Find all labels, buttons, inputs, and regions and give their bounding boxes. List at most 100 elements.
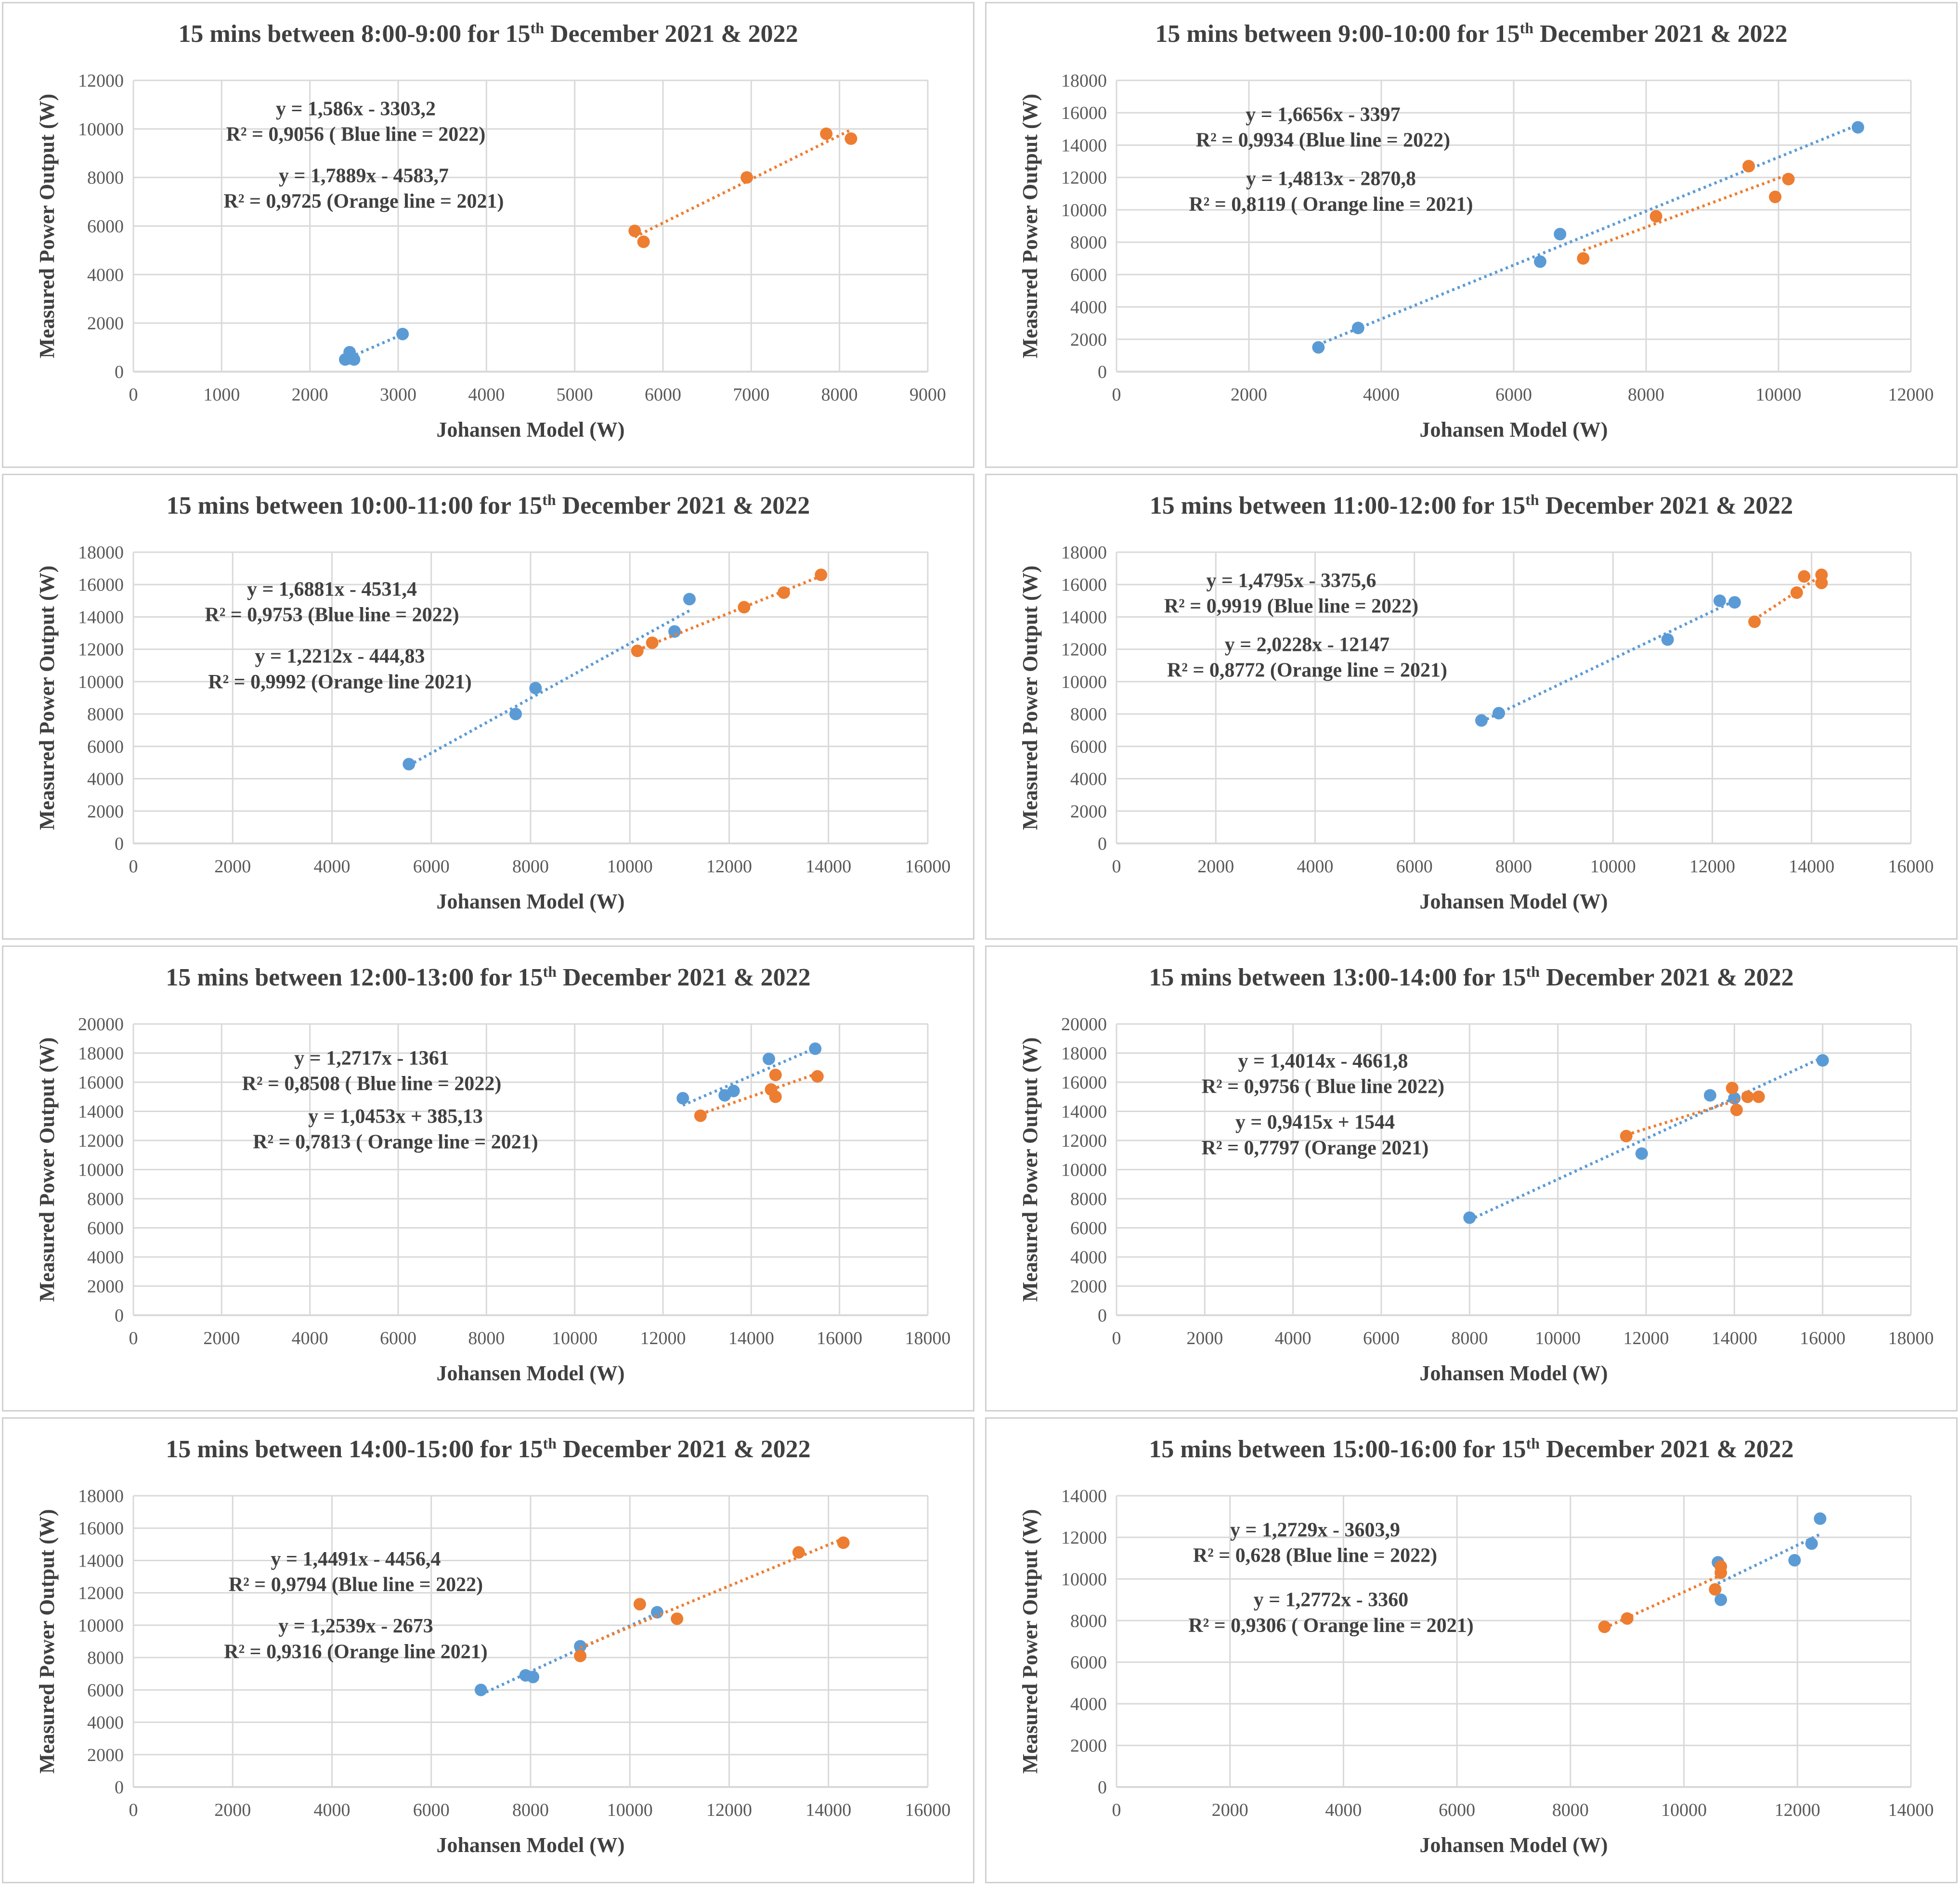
- y-tick-label: 10000: [1061, 1569, 1107, 1590]
- y-axis-label: Measured Power Output (W): [35, 94, 59, 359]
- y-tick-label: 12000: [1061, 168, 1107, 188]
- y-axis-label: Measured Power Output (W): [1018, 94, 1042, 359]
- x-tick-label: 0: [1112, 1328, 1121, 1348]
- trendline-2022: [682, 1047, 816, 1107]
- x-tick-label: 16000: [905, 856, 951, 877]
- y-tick-label: 6000: [87, 1218, 124, 1239]
- x-axis-label: Johansen Model (W): [436, 418, 624, 441]
- x-axis-label: Johansen Model (W): [436, 1833, 624, 1857]
- x-tick-label: 8000: [1495, 856, 1532, 877]
- r-squared-annotation: R² = 0,7813 ( Orange line = 2021): [253, 1131, 538, 1153]
- scatter-chart: 15 mins between 8:00-9:00 for 15th Decem…: [35, 19, 946, 441]
- data-point-2021: [1790, 586, 1803, 599]
- y-tick-label: 8000: [87, 1189, 124, 1209]
- equation-annotation: y = 1,4795x - 3375,6: [1207, 570, 1376, 592]
- y-tick-label: 12000: [78, 640, 124, 660]
- x-tick-label: 0: [129, 385, 138, 405]
- data-point-2022: [1635, 1147, 1648, 1160]
- y-tick-label: 8000: [87, 168, 124, 188]
- x-tick-label: 8000: [468, 1328, 505, 1348]
- equation-annotation: y = 1,586x - 3303,2: [276, 98, 436, 120]
- data-point-2022: [1475, 714, 1488, 727]
- chart-panel: 15 mins between 9:00-10:00 for 15th Dece…: [985, 2, 1958, 468]
- y-tick-label: 10000: [1061, 200, 1107, 220]
- data-point-2021: [820, 127, 833, 140]
- r-squared-annotation: R² = 0,9919 (Blue line = 2022): [1164, 596, 1418, 618]
- y-tick-label: 8000: [87, 1648, 124, 1668]
- x-axis-label: Johansen Model (W): [436, 1361, 624, 1385]
- r-squared-annotation: R² = 0,9934 (Blue line = 2022): [1196, 130, 1450, 152]
- equation-annotation: y = 1,4014x - 4661,8: [1238, 1050, 1408, 1073]
- y-tick-label: 2000: [87, 802, 124, 822]
- trendline-2022: [344, 333, 403, 361]
- data-point-2022: [1728, 596, 1741, 609]
- chart-panel: 15 mins between 11:00-12:00 for 15th Dec…: [985, 474, 1958, 940]
- data-point-2021: [792, 1546, 805, 1559]
- y-tick-label: 0: [1098, 362, 1107, 382]
- data-point-2021: [1709, 1583, 1722, 1596]
- data-point-2022: [1534, 255, 1546, 268]
- trendline-2022: [1469, 1056, 1823, 1221]
- title-part: 15 mins between 14:00-15:00 for 15: [166, 1436, 543, 1463]
- y-tick-label: 0: [115, 1306, 124, 1326]
- equation-annotation: y = 0,9415x + 1544: [1235, 1112, 1395, 1134]
- title-part: December 2021 & 2022: [557, 964, 811, 991]
- y-tick-label: 4000: [1070, 1694, 1107, 1714]
- data-point-2022: [1805, 1537, 1818, 1550]
- x-tick-label: 4000: [314, 856, 350, 877]
- r-squared-annotation: R² = 0,9316 (Orange line 2021): [224, 1641, 487, 1663]
- r-squared-annotation: R² = 0,8508 ( Blue line = 2022): [242, 1073, 502, 1095]
- y-tick-label: 14000: [1061, 1486, 1107, 1506]
- y-tick-label: 6000: [1070, 737, 1107, 757]
- x-tick-label: 5000: [557, 385, 593, 405]
- data-point-2022: [1351, 322, 1364, 335]
- data-point-2022: [1852, 121, 1864, 134]
- x-tick-label: 6000: [1495, 385, 1532, 405]
- x-tick-label: 6000: [413, 856, 450, 877]
- title-part: 15 mins between 15:00-16:00 for 15: [1149, 1436, 1526, 1463]
- equation-annotation: y = 1,2772x - 3360: [1254, 1589, 1408, 1611]
- y-tick-label: 0: [115, 362, 124, 382]
- title-superscript: th: [542, 491, 556, 508]
- x-tick-label: 8000: [821, 385, 858, 405]
- title-part: 15 mins between 8:00-9:00 for 15: [178, 20, 530, 48]
- r-squared-annotation: R² = 0,9056 ( Blue line = 2022): [226, 124, 486, 146]
- trendline-2022: [1318, 123, 1859, 346]
- x-tick-label: 2000: [203, 1328, 240, 1348]
- equation-annotation: y = 1,6881x - 4531,4: [247, 579, 417, 601]
- r-squared-annotation: R² = 0,9794 (Blue line = 2022): [229, 1574, 483, 1596]
- trendline-2022: [408, 609, 690, 767]
- data-point-2022: [529, 682, 542, 695]
- x-tick-label: 12000: [706, 1800, 752, 1820]
- x-tick-label: 7000: [733, 385, 769, 405]
- title-part: 15 mins between 9:00-10:00 for 15: [1155, 20, 1519, 48]
- data-point-2022: [1714, 1593, 1727, 1606]
- r-squared-annotation: R² = 0,628 (Blue line = 2022): [1193, 1545, 1437, 1567]
- chart-panel: 15 mins between 12:00-13:00 for 15th Dec…: [2, 946, 974, 1412]
- y-tick-label: 10000: [1061, 1160, 1107, 1180]
- x-axis-label: Johansen Model (W): [1419, 1833, 1608, 1857]
- y-tick-label: 2000: [1070, 802, 1107, 822]
- y-tick-label: 16000: [1061, 103, 1107, 123]
- y-tick-label: 2000: [87, 1277, 124, 1297]
- title-part: 15 mins between 13:00-14:00 for 15: [1149, 964, 1526, 991]
- data-point-2022: [527, 1671, 540, 1684]
- x-tick-label: 4000: [1325, 1800, 1362, 1820]
- y-tick-label: 12000: [78, 1131, 124, 1151]
- x-tick-label: 10000: [607, 856, 653, 877]
- chart-title: 15 mins between 8:00-9:00 for 15th Decem…: [178, 19, 798, 48]
- data-point-2021: [1782, 173, 1795, 186]
- title-superscript: th: [531, 19, 545, 37]
- x-tick-label: 2000: [1186, 1328, 1223, 1348]
- y-tick-label: 8000: [1070, 704, 1107, 725]
- trendline-2022: [1480, 599, 1736, 723]
- title-superscript: th: [1525, 491, 1539, 508]
- data-point-2021: [837, 1536, 850, 1549]
- y-tick-label: 8000: [1070, 1611, 1107, 1631]
- data-point-2022: [727, 1085, 740, 1098]
- scatter-chart: 15 mins between 14:00-15:00 for 15th Dec…: [35, 1435, 951, 1857]
- data-point-2022: [343, 352, 356, 365]
- y-tick-label: 6000: [87, 217, 124, 237]
- title-part: December 2021 & 2022: [557, 1436, 811, 1463]
- chart-title: 15 mins between 11:00-12:00 for 15th Dec…: [1150, 491, 1793, 519]
